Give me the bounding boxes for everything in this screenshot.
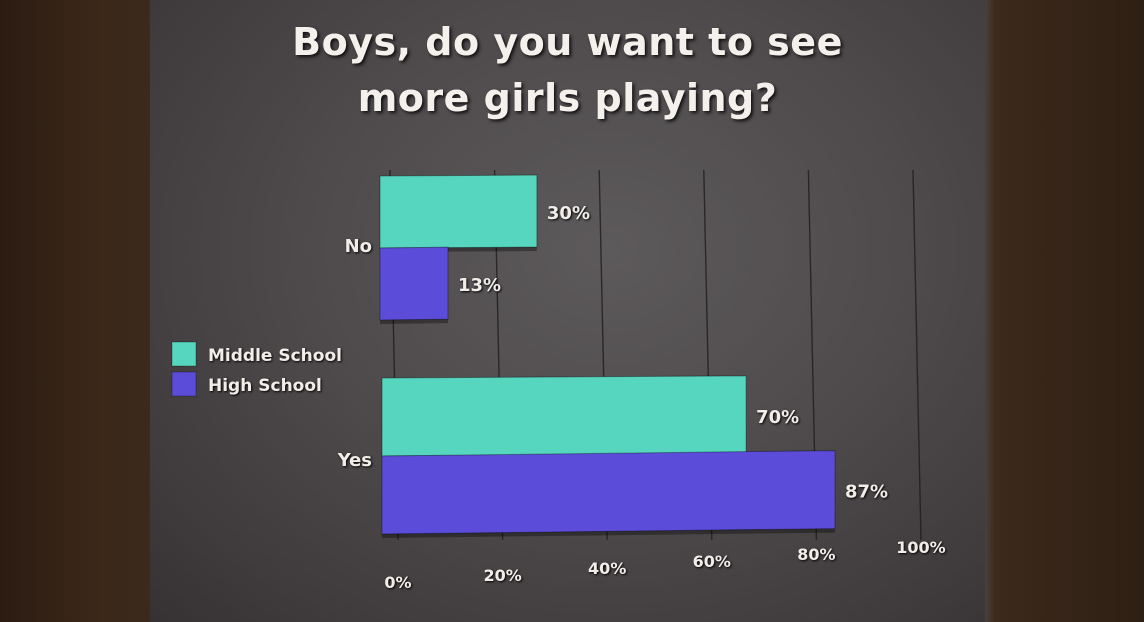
legend-label: High School <box>208 376 322 396</box>
category-label-yes: Yes <box>337 450 372 471</box>
bar-no-middle-school <box>379 174 538 249</box>
chart-bars: 30% 13% 70% 87% <box>379 174 888 538</box>
x-tick-label: 40% <box>588 559 626 578</box>
chart-category-labels: No Yes <box>337 236 372 471</box>
bar-shadow <box>380 319 448 324</box>
x-tick-label: 100% <box>896 538 945 557</box>
legend-swatch <box>171 371 197 397</box>
data-label: 30% <box>547 203 590 224</box>
legend-label: Middle School <box>208 346 342 366</box>
chart-x-tick-labels: 0% 20% 40% 60% 80% 100% <box>384 538 945 592</box>
bar-yes-high-school <box>381 450 836 535</box>
data-label: 70% <box>756 407 799 428</box>
x-tick-label: 80% <box>797 545 835 564</box>
chart-legend: Middle School High School <box>171 341 342 397</box>
chart-title-line-1: Boys, do you want to see <box>292 20 843 64</box>
category-label-no: No <box>345 236 372 257</box>
chart-title-line-2: more girls playing? <box>357 76 778 120</box>
legend-swatch <box>171 341 197 367</box>
x-tick-label: 20% <box>483 566 521 585</box>
data-label: 87% <box>845 482 888 503</box>
bar-yes-middle-school <box>381 375 747 457</box>
chart-title: Boys, do you want to see more girls play… <box>150 14 985 126</box>
x-tick-label: 60% <box>693 552 731 571</box>
bar-no-high-school <box>379 246 449 321</box>
gridline <box>912 169 922 541</box>
x-tick-label: 0% <box>384 573 411 592</box>
data-label: 13% <box>458 275 501 296</box>
bar-shadow <box>382 528 836 538</box>
